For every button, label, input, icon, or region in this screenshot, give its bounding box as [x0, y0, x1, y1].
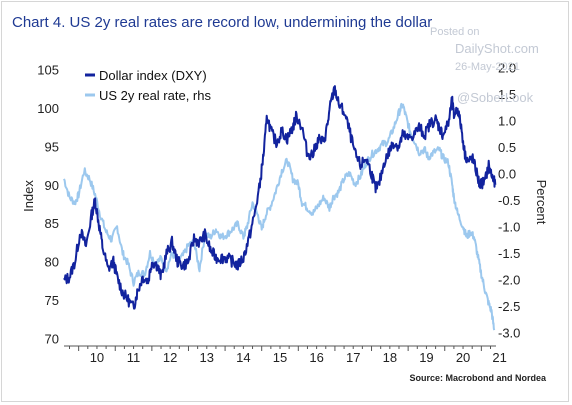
- y2-tick-label: -3.0: [498, 326, 520, 341]
- x-tick-label: 16: [309, 350, 323, 365]
- series-layer: [63, 85, 497, 331]
- series-line-us-2y-real-rate: [63, 102, 496, 331]
- y2-tick-label: 0.0: [498, 166, 516, 181]
- y-tick-label: 100: [37, 101, 59, 116]
- y2-axis-label: Percent: [534, 180, 549, 225]
- y-tick-label: 80: [45, 255, 59, 270]
- y-tick-label: 95: [45, 139, 59, 154]
- y-tick-label: 105: [37, 63, 59, 78]
- y2-tick-label: -2.0: [498, 273, 520, 288]
- y2-tick-label: -0.5: [498, 193, 520, 208]
- y-axis-label: Index: [21, 180, 36, 212]
- y2-tick-label: 0.5: [498, 140, 516, 155]
- x-tick-label: 10: [90, 350, 104, 365]
- y2-tick-label: -1.0: [498, 220, 520, 235]
- x-tick-label: 19: [419, 350, 433, 365]
- y2-tick-label: -2.5: [498, 299, 520, 314]
- y-tick-label: 90: [45, 178, 59, 193]
- x-tick-label: 13: [200, 350, 214, 365]
- x-tick-label: 14: [236, 350, 250, 365]
- watermark-date: 26-May-2021: [455, 61, 520, 73]
- watermark-posted: Posted on: [430, 26, 480, 38]
- x-tick-label: 11: [127, 350, 141, 365]
- tick-labels: 10 11 12 13 14 15 16 17 18 19 20 21 70 75 80 85 90 95 100 1…: [37, 60, 520, 365]
- x-tick-label: 18: [383, 350, 397, 365]
- y2-tick-label: 1.0: [498, 113, 516, 128]
- y2-tick-label: 2.0: [498, 60, 516, 75]
- watermark-handle: @SoberLook: [457, 90, 534, 105]
- y-tick-label: 75: [45, 293, 59, 308]
- legend-label-us-2y-real-rate: US 2y real rate, rhs: [99, 88, 211, 103]
- legend: Dollar index (DXY) US 2y real rate, rhs: [85, 68, 211, 103]
- y2-tick-label: 1.5: [498, 87, 516, 102]
- source-note: Source: Macrobond and Nordea: [409, 373, 547, 383]
- series-line-dollar-index: [63, 85, 497, 310]
- x-tick-label: 17: [346, 350, 360, 365]
- y2-tick-label: -1.5: [498, 246, 520, 261]
- watermark-site: DailyShot.com: [455, 41, 539, 56]
- y-tick-label: 70: [45, 331, 59, 346]
- legend-label-dollar-index: Dollar index (DXY): [99, 68, 207, 83]
- chart-title: Chart 4. US 2y real rates are record low…: [12, 14, 433, 31]
- y-tick-label: 85: [45, 216, 59, 231]
- x-tick-label: 21: [492, 350, 506, 365]
- x-tick-label: 15: [273, 350, 287, 365]
- x-tick-label: 20: [456, 350, 470, 365]
- x-tick-label: 12: [163, 350, 177, 365]
